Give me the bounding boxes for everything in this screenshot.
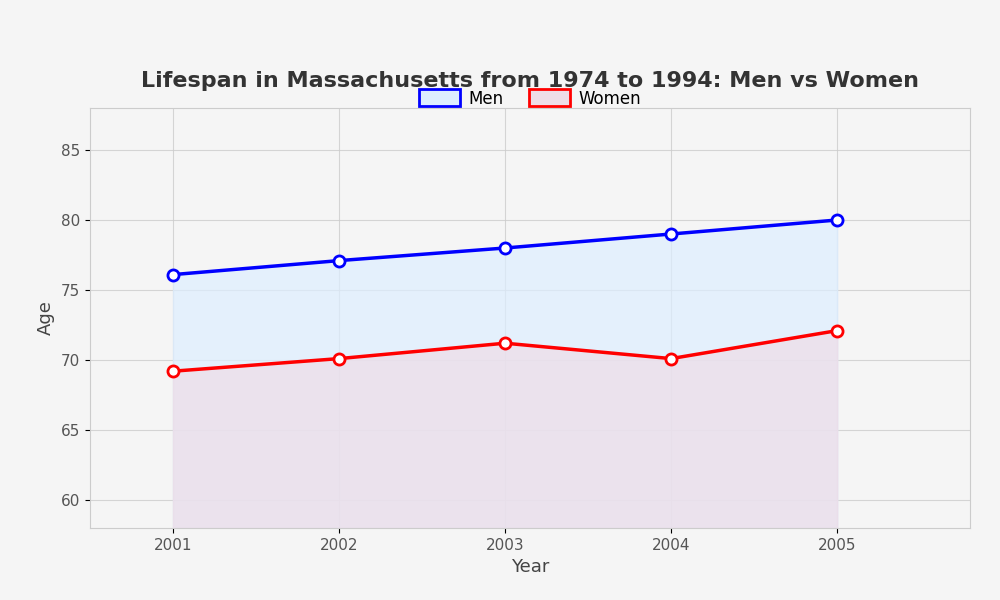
Women [167,368,179,375]
Women [831,327,843,334]
Women [499,340,511,347]
Men [167,271,179,278]
Women [333,355,345,362]
X-axis label: Year: Year [511,558,549,576]
Title: Lifespan in Massachusetts from 1974 to 1994: Men vs Women: Lifespan in Massachusetts from 1974 to 1… [141,71,919,91]
Men [333,257,345,264]
Line: Men: Men [167,214,843,280]
Legend: Men, Women: Men, Women [412,83,648,114]
Women [665,355,677,362]
Men [831,217,843,224]
Men [665,230,677,238]
Men [499,244,511,251]
Y-axis label: Age: Age [37,301,55,335]
Line: Women: Women [167,325,843,377]
